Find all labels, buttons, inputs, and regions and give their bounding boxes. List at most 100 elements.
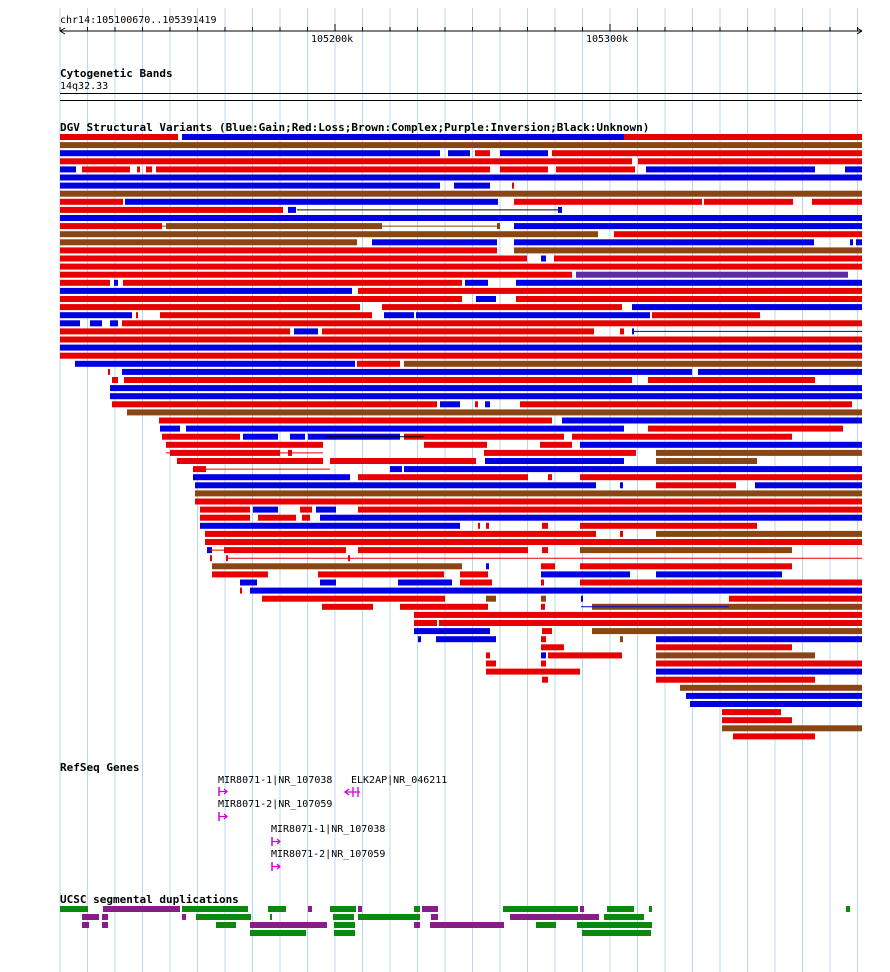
sv-bar	[60, 296, 462, 302]
region-label: chr14:105100670..105391419	[60, 15, 217, 26]
sv-bar	[486, 563, 489, 570]
sv-bar	[316, 506, 336, 513]
sv-bar	[290, 433, 305, 440]
sv-bar	[288, 206, 296, 213]
sv-bar	[448, 150, 470, 157]
cytoband-bar[interactable]	[60, 93, 862, 101]
sv-bar	[562, 417, 862, 424]
sv-bar	[558, 206, 562, 213]
sv-bar	[580, 474, 862, 481]
sv-bar	[424, 441, 487, 448]
sv-bar	[60, 134, 178, 140]
sv-bar	[475, 150, 490, 157]
cytoband-track-title: Cytogenetic Bands	[60, 67, 173, 80]
segdup-bar	[580, 906, 584, 912]
sv-bar	[60, 344, 862, 351]
sv-bar	[207, 547, 212, 554]
sv-bar	[486, 652, 490, 659]
sv-bar	[541, 652, 546, 659]
segdup-bar	[268, 906, 286, 912]
sv-bar	[541, 636, 546, 643]
sv-bar	[60, 279, 110, 286]
sv-bar	[60, 142, 862, 149]
sv-bar	[404, 466, 862, 473]
sv-bar	[318, 571, 444, 578]
sv-bar	[384, 312, 414, 319]
segdup-bar	[846, 906, 850, 912]
sv-bar	[512, 182, 514, 189]
sv-bar	[541, 563, 555, 570]
sv-bar	[478, 522, 480, 529]
sv-bar	[485, 401, 490, 408]
sv-bar	[580, 563, 792, 570]
sv-bar	[485, 458, 624, 464]
sv-bar	[253, 506, 278, 513]
sv-bar	[382, 304, 622, 311]
sv-bar	[60, 166, 76, 173]
sv-bar	[812, 198, 862, 205]
sv-bar	[652, 312, 760, 319]
sv-bar	[212, 571, 268, 578]
segdup-bar	[216, 922, 236, 928]
sv-bar	[127, 409, 862, 416]
sv-bar	[159, 417, 552, 424]
refseq-gene-label[interactable]: ELK2AP|NR_046211	[351, 775, 448, 786]
segdup-bar	[582, 930, 651, 936]
sv-bar	[850, 239, 853, 246]
sv-bar	[656, 482, 736, 489]
sv-bar	[205, 539, 862, 545]
sv-bar	[414, 611, 862, 618]
sv-bar	[542, 547, 548, 554]
ruler-tick-label: 105300k	[586, 34, 629, 45]
segdup-track-title: UCSC segmental duplications	[60, 893, 239, 906]
sv-bar	[60, 255, 527, 262]
sv-bar	[514, 223, 862, 230]
sv-bar	[400, 603, 488, 610]
sv-bar	[541, 660, 546, 667]
sv-bar	[656, 449, 862, 456]
sv-bar	[656, 676, 815, 683]
sv-bar	[554, 255, 862, 262]
sv-bar	[60, 287, 352, 294]
sv-bar	[541, 595, 546, 602]
segdup-bar	[414, 906, 420, 912]
segdup-bar	[182, 906, 248, 912]
ruler-left-arrow-icon	[59, 27, 66, 35]
refseq-gene-label[interactable]: MIR8071-1|NR_107038	[271, 824, 386, 835]
refseq-gene-label[interactable]: MIR8071-1|NR_107038	[218, 775, 333, 786]
sv-bar	[122, 320, 862, 327]
strand-arrow-icon	[219, 813, 228, 820]
position-ruler[interactable]	[0, 0, 890, 60]
refseq-gene-label[interactable]: MIR8071-2|NR_107059	[271, 849, 386, 860]
sv-bar	[357, 360, 400, 367]
segdup-bar	[82, 922, 89, 928]
sv-bar	[110, 320, 118, 327]
sv-bar	[162, 433, 240, 440]
sv-bar	[60, 215, 862, 221]
segdup-bar	[577, 922, 652, 928]
strand-arrow-icon	[272, 838, 281, 845]
refseq-gene-label[interactable]: MIR8071-2|NR_107059	[218, 799, 333, 810]
sv-bar	[686, 692, 862, 699]
sv-bar	[358, 287, 862, 294]
sv-bar	[320, 579, 336, 586]
sv-bar	[372, 239, 497, 246]
sv-bar	[404, 360, 862, 367]
sv-bar	[358, 547, 528, 554]
sv-bar	[294, 328, 318, 335]
segdup-bar	[431, 914, 438, 920]
sv-bar	[656, 660, 862, 667]
sv-bar	[160, 425, 180, 432]
sv-bar	[240, 579, 257, 586]
sv-bar	[60, 198, 123, 205]
segdup-bar	[60, 906, 88, 912]
sv-bar	[514, 198, 702, 205]
sv-bar	[484, 449, 636, 456]
sv-bar	[845, 166, 862, 173]
sv-bar	[124, 377, 632, 383]
sv-bar	[193, 474, 350, 481]
sv-bar	[358, 474, 528, 481]
cytoband-label: 14q32.33	[60, 81, 109, 92]
